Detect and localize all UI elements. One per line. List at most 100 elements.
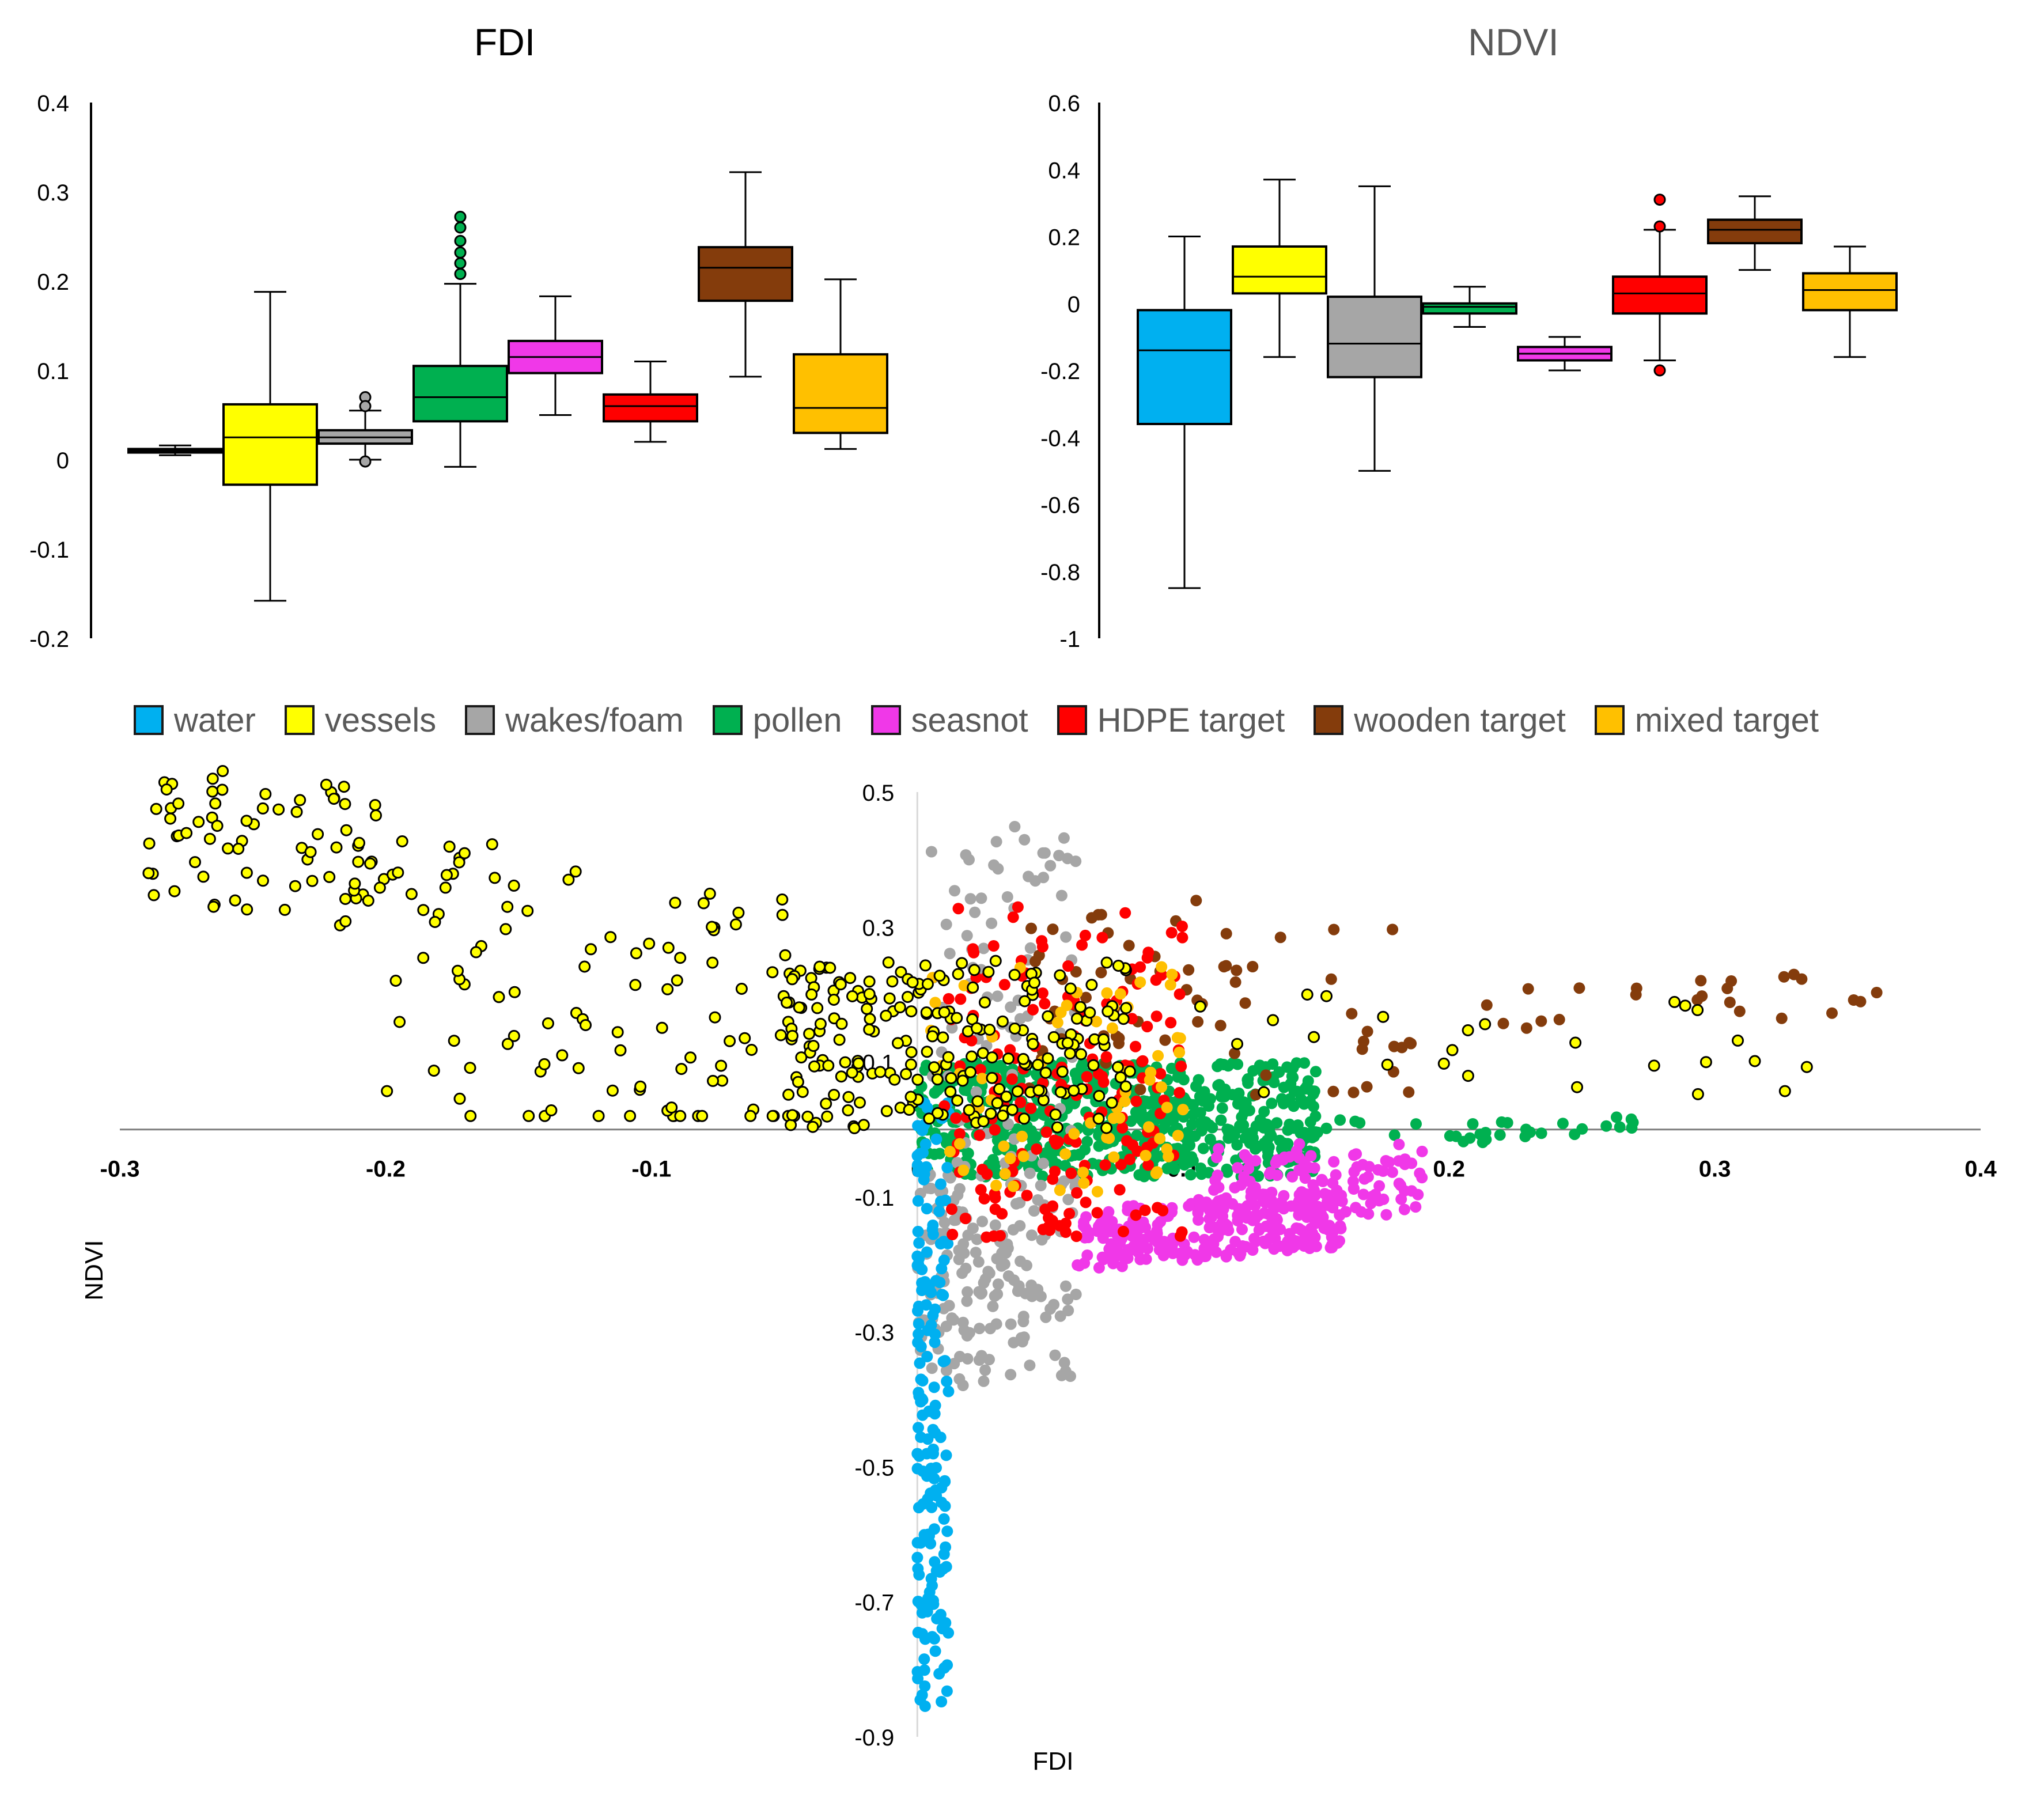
scatter-point — [1308, 1031, 1320, 1043]
scatter-point — [1100, 1122, 1113, 1134]
scatter-point — [1060, 931, 1072, 943]
scatter-point — [949, 885, 960, 897]
scatter-point — [988, 859, 1000, 871]
scatter-point — [993, 1083, 1005, 1095]
scatter-point — [1218, 961, 1230, 973]
scatter-point — [1012, 901, 1024, 913]
scatter-point — [240, 866, 253, 879]
y-tick-label: -0.8 — [1040, 560, 1080, 585]
scatter-point — [464, 1109, 477, 1122]
scatter-point — [464, 1062, 476, 1074]
scatter-point — [971, 1095, 984, 1108]
scatter-point — [1255, 1190, 1267, 1202]
scatter-point — [1031, 1143, 1043, 1155]
scatter-point — [941, 1525, 953, 1538]
scatter-point — [957, 1164, 970, 1176]
scatter-point — [1016, 1130, 1028, 1142]
scatter-point — [1044, 859, 1057, 872]
scatter-point — [1039, 1066, 1052, 1079]
scatter-point — [729, 918, 742, 931]
scatter-point — [1264, 1121, 1276, 1133]
scatter-point — [1140, 1150, 1152, 1161]
scatter-point — [937, 1031, 949, 1044]
scatter-point — [971, 1022, 983, 1035]
scatter-point — [1008, 1180, 1019, 1192]
scatter-point — [938, 1513, 950, 1525]
scatter-point — [1330, 1169, 1342, 1181]
scatter-point — [917, 1498, 929, 1510]
scatter-point — [1084, 1006, 1096, 1019]
scatter-point — [1535, 1015, 1547, 1027]
scatter-point — [1111, 1061, 1124, 1073]
scatter-point — [938, 1475, 951, 1487]
y-tick-label: -1 — [1059, 627, 1080, 652]
scatter-point — [1018, 1112, 1031, 1125]
scatter-point — [1462, 1070, 1474, 1082]
scatter-point — [572, 1062, 585, 1074]
scatter-point — [1335, 1222, 1347, 1234]
scatter-point — [1630, 982, 1642, 994]
scatter-point — [1035, 1180, 1047, 1191]
legend-item: mixed target — [1594, 701, 1819, 740]
scatter-point — [1733, 1005, 1746, 1017]
scatter-point — [1023, 870, 1035, 883]
scatter-point — [1325, 973, 1337, 985]
scatter-point — [929, 1408, 941, 1420]
scatter-point — [915, 1431, 927, 1443]
legend-swatch — [465, 705, 495, 735]
scatter-point — [938, 1254, 950, 1266]
scatter-point — [1115, 1158, 1127, 1171]
scatter-point — [779, 949, 792, 961]
scatter-point — [852, 1057, 865, 1070]
scatter-point — [991, 990, 1004, 1002]
scatter-point — [1351, 1161, 1363, 1173]
scatter-point — [786, 1109, 798, 1122]
scatter-point — [932, 1107, 944, 1119]
scatter-point — [978, 942, 990, 955]
scatter-point — [864, 1013, 876, 1025]
scatter-point — [1126, 1013, 1138, 1025]
scatter-point — [934, 1148, 946, 1160]
box-wooden-target — [698, 246, 793, 302]
scatter-point — [989, 1219, 1001, 1231]
scatter-point — [1063, 1047, 1076, 1060]
scatter-point — [929, 1556, 941, 1568]
scatter-point — [941, 1161, 953, 1173]
scatter-point — [706, 956, 719, 969]
scatter-point — [801, 1111, 814, 1123]
scatter-point — [352, 855, 365, 868]
scatter-point — [1102, 1005, 1114, 1018]
scatter-point — [493, 991, 505, 1003]
scatter-point — [624, 1109, 637, 1122]
scatter-point — [1143, 1121, 1155, 1133]
scatter-point — [256, 802, 269, 815]
scatter-point — [1144, 1074, 1156, 1086]
legend-label: pollen — [752, 701, 842, 739]
scatter-point — [964, 893, 976, 905]
scatter-point — [906, 976, 919, 989]
scatter-point — [1245, 1186, 1257, 1198]
scatter-point — [913, 1328, 925, 1340]
legend-swatch — [712, 705, 743, 735]
scatter-point — [1027, 1003, 1039, 1016]
scatter-point — [168, 885, 181, 898]
scatter-point — [1011, 1085, 1024, 1098]
scatter-point — [1154, 1133, 1166, 1145]
scatter-point — [470, 946, 482, 959]
scatter-point — [1213, 1181, 1225, 1194]
scatter-point — [634, 1080, 647, 1093]
box-wakes-foam — [1327, 296, 1422, 378]
scatter-point — [1260, 1069, 1272, 1081]
scatter-point — [1276, 1093, 1288, 1105]
scatter-point — [304, 846, 317, 858]
scatter-point — [961, 930, 973, 942]
scatter-point — [1213, 1079, 1225, 1090]
scatter-point — [938, 1006, 951, 1018]
scatter-point — [290, 805, 303, 818]
scatter-point — [1036, 1234, 1048, 1246]
scatter-point — [1097, 1033, 1110, 1046]
scatter-point — [940, 1194, 952, 1206]
scatter-point — [147, 889, 160, 902]
box-hdpe-target — [603, 393, 698, 423]
scatter-point — [1387, 923, 1399, 936]
